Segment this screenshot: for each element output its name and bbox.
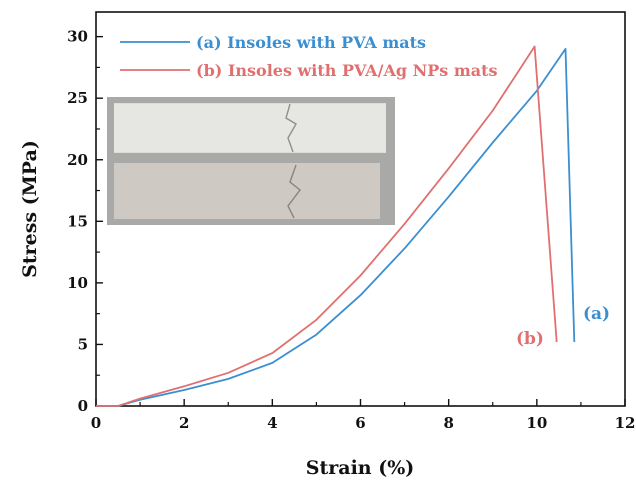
legend-label-a: (a) Insoles with PVA mats — [196, 33, 426, 52]
x-tick-label: 8 — [443, 414, 453, 432]
legend: (a) Insoles with PVA mats (b) Insoles wi… — [120, 33, 498, 80]
series-line-a — [96, 48, 576, 407]
x-tick-label: 0 — [91, 414, 101, 432]
y-tick-label: 10 — [67, 274, 88, 292]
y-tick-label: 20 — [67, 151, 88, 169]
x-tick-label: 12 — [615, 414, 636, 432]
x-tick-label: 10 — [526, 414, 547, 432]
y-axis-title: Stress (MPa) — [19, 140, 41, 278]
axes: 0 2 4 6 8 10 12 0 5 10 15 20 25 30 — [67, 28, 635, 432]
y-tick-label: 30 — [67, 28, 88, 46]
y-tick-label: 5 — [78, 335, 88, 353]
y-tick-label: 0 — [78, 397, 88, 415]
x-tick-label: 4 — [267, 414, 277, 432]
curve-label-b: (b) — [516, 329, 544, 349]
legend-label-b: (b) Insoles with PVA/Ag NPs mats — [196, 61, 498, 80]
x-tick-label: 6 — [355, 414, 365, 432]
x-axis-title: Strain (%) — [306, 457, 415, 479]
series-line-b — [96, 45, 558, 407]
inset-photo — [107, 97, 395, 225]
x-tick-label: 2 — [179, 414, 189, 432]
series-layer — [96, 45, 576, 407]
curve-label-a: (a) — [583, 304, 610, 324]
y-tick-label: 15 — [67, 212, 88, 230]
y-tick-label: 25 — [67, 89, 88, 107]
